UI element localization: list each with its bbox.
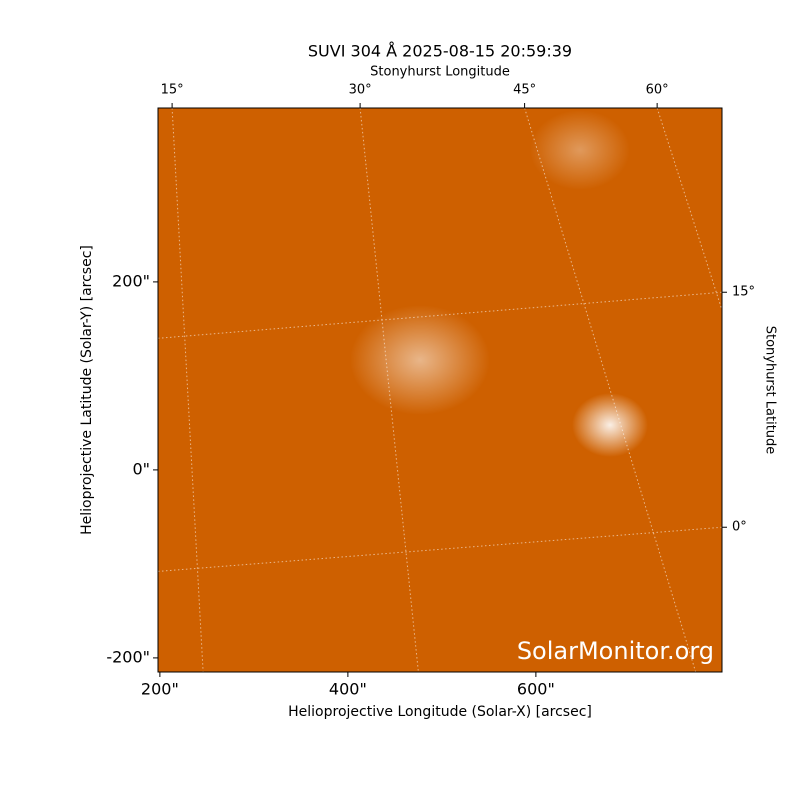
y-tick-label: -200"	[106, 647, 150, 666]
top-tick-label: 30°	[349, 83, 372, 98]
right-axis-title: Stonyhurst Latitude	[763, 326, 778, 455]
y-tick-label: 0"	[132, 459, 150, 478]
right-tick-label: 0°	[732, 520, 747, 535]
right-tick-label: 15°	[732, 285, 755, 300]
x-tick-label: 600"	[517, 680, 555, 699]
coord-grid-line	[656, 108, 722, 311]
x-tick-label: 200"	[141, 680, 179, 699]
coord-grid-line	[359, 108, 419, 672]
top-tick-label: 15°	[161, 83, 184, 98]
chart-title: SUVI 304 Å 2025-08-15 20:59:39	[308, 42, 572, 61]
y-tick-label: 200"	[112, 271, 150, 290]
top-tick-label: 60°	[646, 83, 669, 98]
y-axis-title: Helioprojective Latitude (Solar-Y) [arcs…	[79, 245, 95, 535]
x-axis-title: Helioprojective Longitude (Solar-X) [arc…	[288, 704, 592, 720]
x-tick-label: 400"	[329, 680, 367, 699]
solar-image	[158, 108, 722, 672]
frame	[157, 107, 723, 673]
watermark: SolarMonitor.org	[517, 637, 714, 665]
top-axis-title: Stonyhurst Longitude	[370, 65, 510, 80]
top-tick-label: 45°	[513, 83, 536, 98]
